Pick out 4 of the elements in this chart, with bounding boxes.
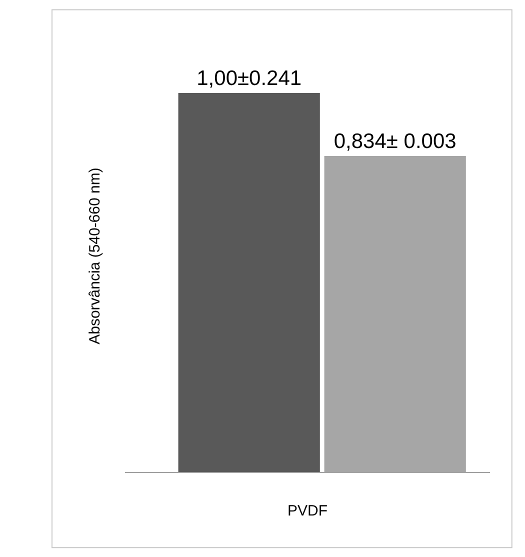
x-axis-title: PVDF — [287, 502, 328, 520]
y-axis-title: Absorvância (540-660 nm) — [86, 168, 104, 344]
data-label: 1,00±0.241 — [196, 67, 302, 90]
data-label: 0,834± 0.003 — [334, 130, 456, 153]
